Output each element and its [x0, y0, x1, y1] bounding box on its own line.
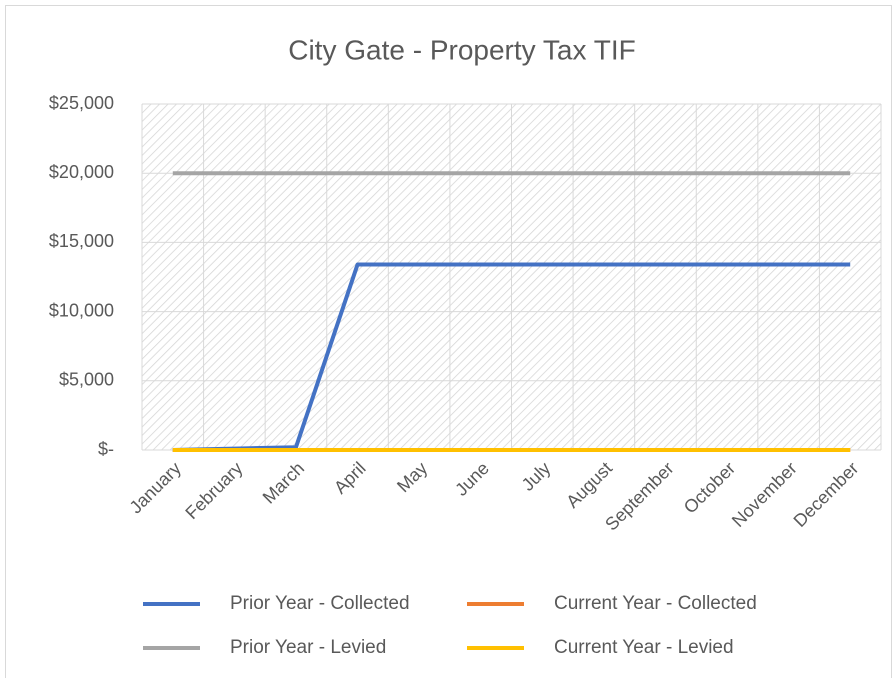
y-tick-label: $10,000 — [49, 300, 114, 320]
y-tick-label: $25,000 — [49, 93, 114, 113]
legend-label: Current Year - Levied — [554, 637, 734, 658]
y-tick-label: $5,000 — [59, 370, 114, 390]
series-line — [172, 262, 851, 452]
legend-label: Prior Year - Collected — [230, 593, 410, 614]
legend-label: Current Year - Collected — [554, 593, 757, 614]
legend-label: Prior Year - Levied — [230, 637, 386, 658]
chart-title: City Gate - Property Tax TIF — [288, 34, 636, 65]
y-tick-label: $15,000 — [49, 231, 114, 251]
y-tick-label: $20,000 — [49, 162, 114, 182]
y-tick-label: $- — [98, 439, 114, 459]
